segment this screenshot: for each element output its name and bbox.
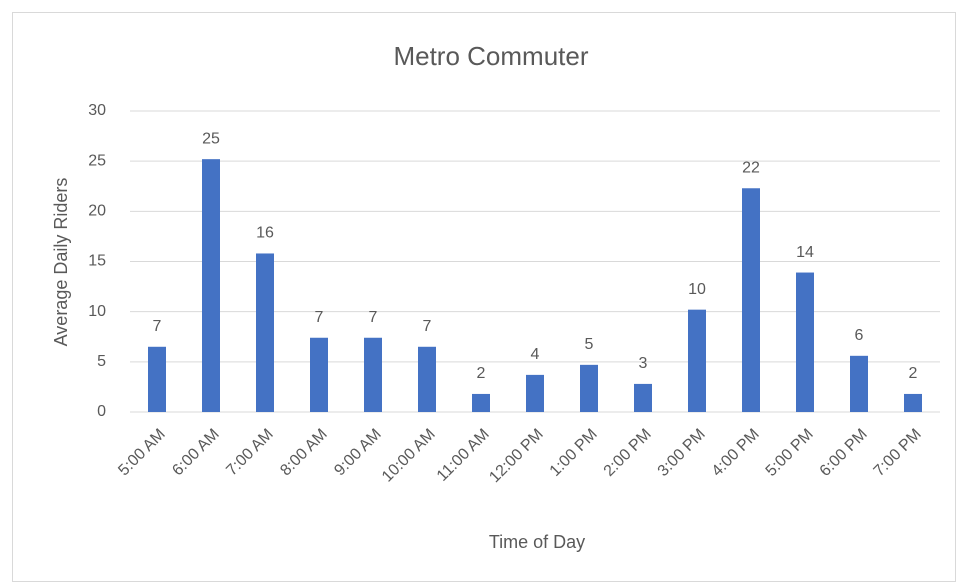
bar <box>256 253 274 412</box>
data-label: 6 <box>855 327 864 344</box>
bar <box>310 337 328 412</box>
y-axis-title: Average Daily Riders <box>51 178 71 347</box>
y-tick-label: 10 <box>88 303 106 320</box>
bar <box>580 364 598 412</box>
data-label: 5 <box>585 336 594 353</box>
y-tick-label: 0 <box>97 403 106 420</box>
data-label: 7 <box>153 318 162 335</box>
data-label: 22 <box>742 159 760 176</box>
data-label: 16 <box>256 225 274 242</box>
y-tick-label: 5 <box>97 353 106 370</box>
bar <box>418 346 436 412</box>
bar <box>688 309 706 412</box>
bar <box>850 355 868 412</box>
data-label: 10 <box>688 281 706 298</box>
data-label: 2 <box>909 365 918 382</box>
y-tick-label: 20 <box>88 203 106 220</box>
bar <box>364 337 382 412</box>
chart-title: Metro Commuter <box>393 41 588 71</box>
y-tick-label: 25 <box>88 152 106 169</box>
data-label: 4 <box>531 346 540 363</box>
y-tick-label: 30 <box>88 102 106 119</box>
data-label: 3 <box>639 355 648 372</box>
chart-frame <box>12 12 956 582</box>
data-label: 7 <box>315 309 324 326</box>
bar <box>904 393 922 412</box>
data-label: 7 <box>423 318 432 335</box>
bar <box>148 346 166 412</box>
bar <box>202 159 220 412</box>
bar <box>472 393 490 412</box>
x-axis-title: Time of Day <box>489 532 585 552</box>
data-label: 2 <box>477 365 486 382</box>
y-tick-label: 15 <box>88 253 106 270</box>
bar <box>796 272 814 412</box>
data-label: 14 <box>796 244 814 261</box>
data-label: 7 <box>369 309 378 326</box>
bar <box>742 188 760 412</box>
bar <box>634 383 652 412</box>
data-label: 25 <box>202 130 220 147</box>
bar <box>526 374 544 412</box>
